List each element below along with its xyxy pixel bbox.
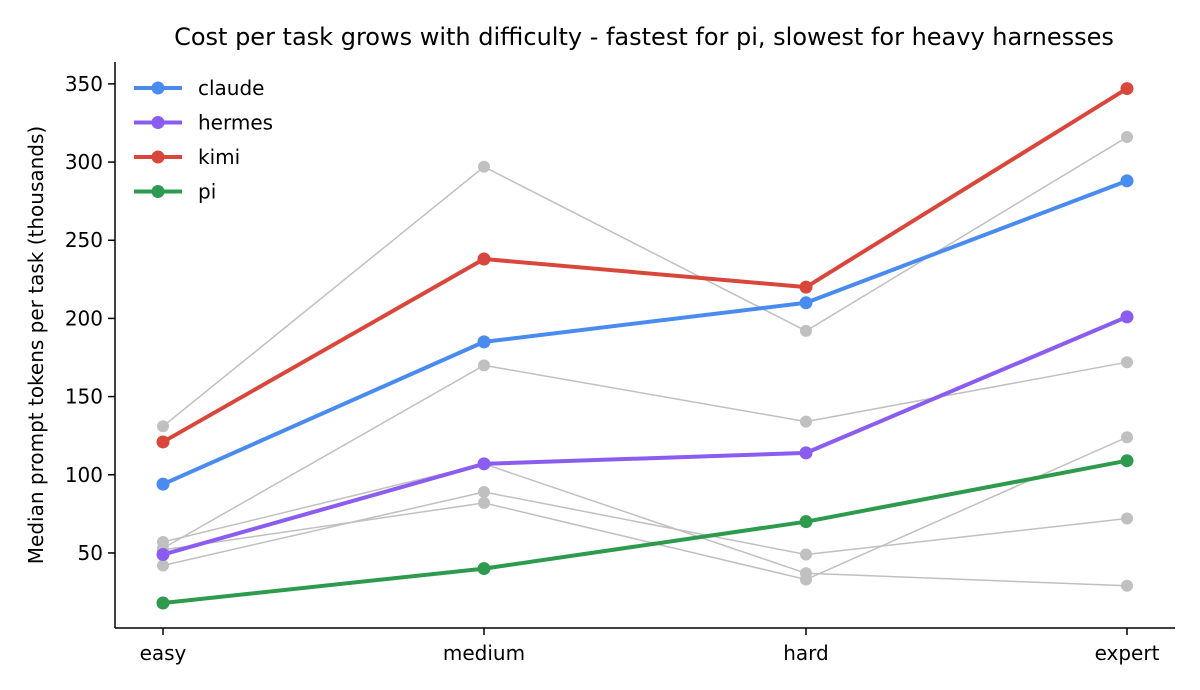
data-point bbox=[1121, 512, 1133, 525]
data-point bbox=[1120, 310, 1134, 324]
series-kimi bbox=[156, 82, 1134, 449]
data-point bbox=[156, 435, 170, 449]
legend-swatch-marker bbox=[151, 116, 165, 129]
data-point bbox=[1120, 174, 1134, 188]
data-point bbox=[157, 420, 169, 433]
background-series-line bbox=[157, 457, 1133, 592]
data-point bbox=[477, 252, 491, 266]
series-line bbox=[162, 436, 1128, 581]
data-point bbox=[478, 359, 490, 372]
legend-item-kimi: kimi bbox=[134, 145, 240, 169]
data-point bbox=[478, 160, 490, 173]
highlighted-series bbox=[156, 82, 1134, 610]
data-point bbox=[156, 477, 170, 491]
x-tick-label: medium bbox=[443, 641, 525, 665]
series-line bbox=[162, 361, 1128, 550]
data-point bbox=[1121, 431, 1133, 444]
legend-label: hermes bbox=[198, 111, 273, 135]
legend-label: pi bbox=[198, 180, 216, 204]
series-line bbox=[161, 458, 1129, 605]
data-point bbox=[800, 415, 812, 428]
y-tick-label: 200 bbox=[65, 306, 103, 330]
data-point bbox=[799, 515, 813, 529]
series-pi bbox=[156, 454, 1134, 610]
series-line bbox=[162, 136, 1128, 428]
legend-item-pi: pi bbox=[134, 180, 216, 204]
y-tick-label: 250 bbox=[65, 228, 103, 252]
background-series-line bbox=[157, 131, 1133, 433]
series-hermes bbox=[156, 310, 1134, 562]
data-point bbox=[477, 562, 491, 576]
data-point bbox=[157, 559, 169, 572]
legend-swatch-marker bbox=[151, 185, 165, 198]
legend-item-claude: claude bbox=[134, 76, 264, 100]
data-point bbox=[478, 485, 490, 498]
x-tick-label: easy bbox=[140, 641, 187, 665]
data-point bbox=[1121, 131, 1133, 144]
series-line bbox=[162, 463, 1128, 587]
data-point bbox=[477, 457, 491, 471]
y-tick-label: 150 bbox=[65, 385, 103, 409]
data-point bbox=[800, 573, 812, 586]
data-point bbox=[156, 548, 170, 562]
data-point bbox=[1121, 579, 1133, 592]
y-tick-label: 350 bbox=[65, 72, 103, 96]
axes bbox=[114, 62, 1175, 629]
series-line bbox=[161, 178, 1129, 487]
data-point bbox=[477, 335, 491, 349]
series-line bbox=[161, 86, 1129, 444]
legend-label: claude bbox=[198, 76, 264, 100]
background-series-line bbox=[157, 431, 1133, 586]
data-point bbox=[799, 446, 813, 460]
data-point bbox=[1121, 356, 1133, 369]
y-ticks: 50 100 150 200 250 300 350 bbox=[65, 72, 115, 565]
data-point bbox=[478, 496, 490, 509]
x-ticks: easy medium hard expert bbox=[140, 628, 1160, 665]
data-point bbox=[799, 280, 813, 294]
series-claude bbox=[156, 174, 1134, 491]
background-series-line bbox=[157, 485, 1133, 572]
series-line bbox=[162, 491, 1128, 567]
chart-title: Cost per task grows with difficulty - fa… bbox=[174, 23, 1114, 51]
x-tick-label: expert bbox=[1095, 641, 1160, 665]
background-series-line bbox=[157, 356, 1133, 555]
legend-swatch-marker bbox=[151, 150, 165, 164]
legend-label: kimi bbox=[198, 145, 240, 169]
legend-item-hermes: hermes bbox=[134, 111, 273, 135]
data-point bbox=[800, 548, 812, 561]
series-line bbox=[161, 314, 1129, 557]
data-point bbox=[800, 324, 812, 337]
background-series bbox=[157, 131, 1133, 592]
y-tick-label: 300 bbox=[65, 150, 103, 174]
y-axis-label: Median prompt tokens per task (thousands… bbox=[24, 126, 48, 564]
data-point bbox=[1120, 454, 1134, 468]
y-tick-label: 50 bbox=[78, 541, 103, 565]
data-point bbox=[1120, 82, 1134, 96]
legend: claude hermes kimi pi bbox=[134, 76, 273, 204]
x-tick-label: hard bbox=[783, 641, 829, 665]
data-point bbox=[799, 296, 813, 310]
data-point bbox=[156, 596, 170, 610]
y-tick-label: 100 bbox=[65, 463, 103, 487]
legend-swatch-marker bbox=[151, 81, 165, 95]
